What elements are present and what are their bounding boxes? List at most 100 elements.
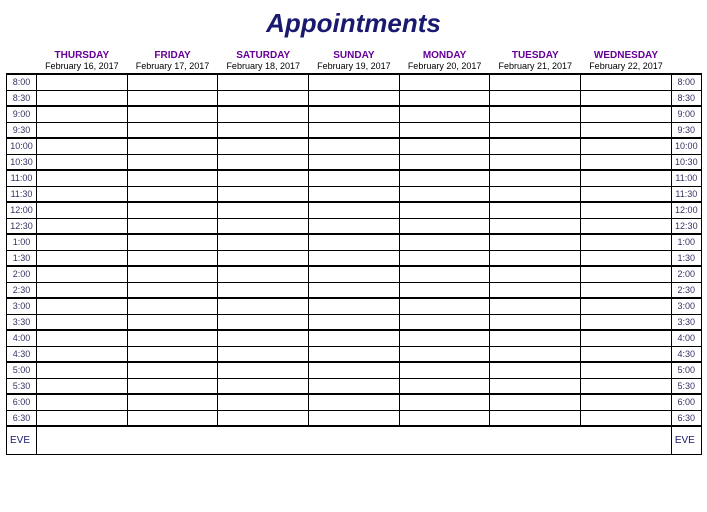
- appointment-cell[interactable]: [581, 122, 672, 138]
- appointment-cell[interactable]: [37, 394, 128, 410]
- appointment-cell[interactable]: [218, 234, 309, 250]
- appointment-cell[interactable]: [127, 410, 218, 426]
- appointment-cell[interactable]: [37, 266, 128, 282]
- appointment-cell[interactable]: [581, 90, 672, 106]
- appointment-cell[interactable]: [399, 394, 490, 410]
- appointment-cell[interactable]: [490, 250, 581, 266]
- appointment-cell[interactable]: [218, 330, 309, 346]
- appointment-cell[interactable]: [218, 106, 309, 122]
- appointment-cell[interactable]: [490, 314, 581, 330]
- appointment-cell[interactable]: [309, 362, 400, 378]
- appointment-cell[interactable]: [581, 250, 672, 266]
- appointment-cell[interactable]: [127, 362, 218, 378]
- appointment-cell[interactable]: [490, 362, 581, 378]
- appointment-cell[interactable]: [399, 218, 490, 234]
- appointment-cell[interactable]: [127, 346, 218, 362]
- appointment-cell[interactable]: [127, 170, 218, 186]
- appointment-cell[interactable]: [490, 330, 581, 346]
- appointment-cell[interactable]: [37, 138, 128, 154]
- appointment-cell[interactable]: [309, 138, 400, 154]
- appointment-cell[interactable]: [309, 234, 400, 250]
- appointment-cell[interactable]: [127, 298, 218, 314]
- appointment-cell[interactable]: [309, 154, 400, 170]
- appointment-cell[interactable]: [218, 122, 309, 138]
- appointment-cell[interactable]: [309, 282, 400, 298]
- appointment-cell[interactable]: [37, 74, 128, 90]
- appointment-cell[interactable]: [399, 378, 490, 394]
- appointment-cell[interactable]: [309, 410, 400, 426]
- appointment-cell[interactable]: [490, 394, 581, 410]
- appointment-cell[interactable]: [127, 266, 218, 282]
- appointment-cell[interactable]: [127, 218, 218, 234]
- appointment-cell[interactable]: [37, 346, 128, 362]
- appointment-cell[interactable]: [309, 378, 400, 394]
- appointment-cell[interactable]: [399, 250, 490, 266]
- appointment-cell[interactable]: [218, 186, 309, 202]
- eve-cell[interactable]: [37, 426, 672, 454]
- appointment-cell[interactable]: [399, 170, 490, 186]
- appointment-cell[interactable]: [490, 266, 581, 282]
- appointment-cell[interactable]: [218, 362, 309, 378]
- appointment-cell[interactable]: [399, 74, 490, 90]
- appointment-cell[interactable]: [37, 298, 128, 314]
- appointment-cell[interactable]: [218, 410, 309, 426]
- appointment-cell[interactable]: [581, 298, 672, 314]
- appointment-cell[interactable]: [581, 218, 672, 234]
- appointment-cell[interactable]: [218, 378, 309, 394]
- appointment-cell[interactable]: [37, 106, 128, 122]
- appointment-cell[interactable]: [399, 234, 490, 250]
- appointment-cell[interactable]: [309, 202, 400, 218]
- appointment-cell[interactable]: [37, 90, 128, 106]
- appointment-cell[interactable]: [218, 314, 309, 330]
- appointment-cell[interactable]: [490, 298, 581, 314]
- appointment-cell[interactable]: [399, 346, 490, 362]
- appointment-cell[interactable]: [581, 330, 672, 346]
- appointment-cell[interactable]: [309, 314, 400, 330]
- appointment-cell[interactable]: [127, 186, 218, 202]
- appointment-cell[interactable]: [218, 282, 309, 298]
- appointment-cell[interactable]: [309, 330, 400, 346]
- appointment-cell[interactable]: [581, 362, 672, 378]
- appointment-cell[interactable]: [127, 106, 218, 122]
- appointment-cell[interactable]: [218, 250, 309, 266]
- appointment-cell[interactable]: [399, 266, 490, 282]
- appointment-cell[interactable]: [37, 314, 128, 330]
- appointment-cell[interactable]: [399, 90, 490, 106]
- appointment-cell[interactable]: [490, 90, 581, 106]
- appointment-cell[interactable]: [309, 186, 400, 202]
- appointment-cell[interactable]: [127, 234, 218, 250]
- appointment-cell[interactable]: [309, 170, 400, 186]
- appointment-cell[interactable]: [218, 298, 309, 314]
- appointment-cell[interactable]: [309, 74, 400, 90]
- appointment-cell[interactable]: [490, 218, 581, 234]
- appointment-cell[interactable]: [37, 362, 128, 378]
- appointment-cell[interactable]: [490, 202, 581, 218]
- appointment-cell[interactable]: [399, 282, 490, 298]
- appointment-cell[interactable]: [399, 138, 490, 154]
- appointment-cell[interactable]: [37, 186, 128, 202]
- appointment-cell[interactable]: [581, 106, 672, 122]
- appointment-cell[interactable]: [490, 282, 581, 298]
- appointment-cell[interactable]: [37, 410, 128, 426]
- appointment-cell[interactable]: [127, 138, 218, 154]
- appointment-cell[interactable]: [399, 314, 490, 330]
- appointment-cell[interactable]: [309, 106, 400, 122]
- appointment-cell[interactable]: [581, 394, 672, 410]
- appointment-cell[interactable]: [218, 90, 309, 106]
- appointment-cell[interactable]: [581, 186, 672, 202]
- appointment-cell[interactable]: [309, 218, 400, 234]
- appointment-cell[interactable]: [37, 250, 128, 266]
- appointment-cell[interactable]: [218, 154, 309, 170]
- appointment-cell[interactable]: [37, 282, 128, 298]
- appointment-cell[interactable]: [37, 378, 128, 394]
- appointment-cell[interactable]: [399, 298, 490, 314]
- appointment-cell[interactable]: [581, 138, 672, 154]
- appointment-cell[interactable]: [127, 90, 218, 106]
- appointment-cell[interactable]: [309, 122, 400, 138]
- appointment-cell[interactable]: [399, 202, 490, 218]
- appointment-cell[interactable]: [490, 170, 581, 186]
- appointment-cell[interactable]: [490, 138, 581, 154]
- appointment-cell[interactable]: [309, 346, 400, 362]
- appointment-cell[interactable]: [399, 410, 490, 426]
- appointment-cell[interactable]: [37, 330, 128, 346]
